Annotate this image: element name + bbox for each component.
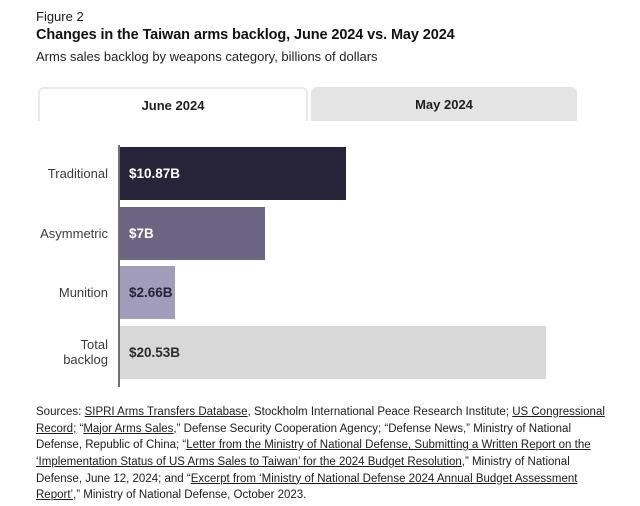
tab-may-2024[interactable]: May 2024 [311,87,577,121]
source-text-segment: “ [76,422,84,435]
bar-track: $20.53B [120,325,606,379]
chart-title: Changes in the Taiwan arms backlog, June… [36,27,455,43]
source-text-segment: Sources: [36,406,85,418]
source-link[interactable]: SIPRI Arms Transfers Database [84,406,248,418]
bar-munition: $2.66B [120,266,176,319]
chart-subtitle: Arms sales backlog by weapons category, … [36,49,378,64]
bar-value-label: $2.66B [129,285,173,300]
bar-chart: Traditional $10.87B Asymmetric $7B Munition $… [36,145,604,387]
bar-value-label: $7B [129,225,154,241]
bar-track: $7B [120,206,606,260]
y-axis-line [118,145,120,387]
source-text-segment: ,” Ministry of National Defense, June 12… [36,456,570,485]
bar-track: $2.66B [120,266,606,319]
bar-row: Asymmetric $7B [36,206,606,260]
bar-traditional: $10.87B [120,147,346,200]
figure-label: Figure 2 [36,9,84,24]
bar-asymmetric: $7B [120,206,266,260]
source-link[interactable]: Letter from the Ministry of National Def… [36,439,591,469]
category-label: Traditional [47,166,108,181]
category-label: Total backlog [63,337,108,367]
bar-value-label: $20.53B [129,344,181,360]
bar-chart-rows: Traditional $10.87B Asymmetric $7B Munition $… [36,147,604,385]
tab-june-2024[interactable]: June 2024 [38,87,308,121]
bar-row: Total backlog $20.53B [36,325,606,379]
bar-value-label: $10.87B [129,166,181,181]
category-label: Munition [58,285,108,300]
source-text-segment: ,” Ministry of National Defense, October… [73,489,307,502]
source-link[interactable]: Major Arms Sales, [83,422,177,435]
bar-row: Traditional $10.87B [36,147,604,200]
sources-text: Sources: SIPRI Arms Transfers Database, … [36,404,606,504]
category-label: Asymmetric [40,225,108,241]
bar-total-backlog: $20.53B [120,325,547,379]
tab-strip: June 2024 May 2024 [38,87,577,121]
bar-row: Munition $2.66B [36,266,604,319]
source-link[interactable]: US Congressional Record; [36,406,605,435]
source-text-segment: ” Defense Security Cooperation Agency; “… [36,422,571,452]
source-text-segment: , Stockholm International Peace Research… [247,406,513,418]
bar-track: $10.87B [120,147,606,200]
source-link[interactable]: Excerpt from ‘Ministry of National Defen… [36,472,578,502]
